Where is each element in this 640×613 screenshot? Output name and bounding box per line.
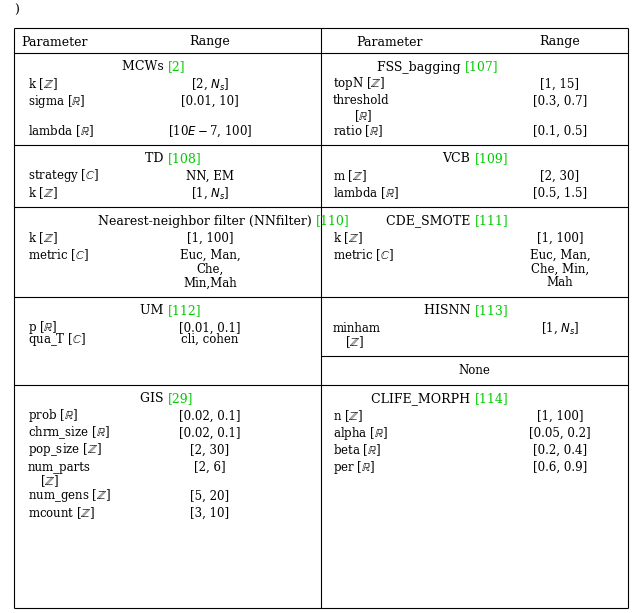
Text: Che,: Che, bbox=[196, 262, 223, 275]
Text: m [$\mathbb{Z}$]: m [$\mathbb{Z}$] bbox=[333, 168, 367, 184]
Text: [0.02, 0.1]: [0.02, 0.1] bbox=[179, 427, 241, 440]
Text: [$\mathbb{Z}$]: [$\mathbb{Z}$] bbox=[346, 334, 365, 350]
Text: [2, 6]: [2, 6] bbox=[194, 460, 226, 473]
Text: lambda [$\mathbb{R}$]: lambda [$\mathbb{R}$] bbox=[28, 123, 94, 139]
Text: MCWs: MCWs bbox=[122, 61, 168, 74]
Text: [1, 100]: [1, 100] bbox=[537, 232, 583, 245]
Text: k [$\mathbb{Z}$]: k [$\mathbb{Z}$] bbox=[28, 76, 58, 92]
Text: NN, EM: NN, EM bbox=[186, 170, 234, 183]
Text: Range: Range bbox=[189, 36, 230, 48]
Text: mcount [$\mathbb{Z}$]: mcount [$\mathbb{Z}$] bbox=[28, 505, 95, 521]
Text: pop_size [$\mathbb{Z}$]: pop_size [$\mathbb{Z}$] bbox=[28, 441, 102, 459]
Text: [29]: [29] bbox=[168, 392, 193, 406]
Text: TD: TD bbox=[145, 153, 168, 166]
Text: UM: UM bbox=[140, 305, 168, 318]
Text: [2, 30]: [2, 30] bbox=[540, 170, 580, 183]
Text: qua_T [$\mathbb{C}$]: qua_T [$\mathbb{C}$] bbox=[28, 331, 86, 348]
Text: strategy [$\mathbb{C}$]: strategy [$\mathbb{C}$] bbox=[28, 167, 99, 185]
Text: FSS_bagging: FSS_bagging bbox=[377, 61, 465, 74]
Text: Euc, Man,: Euc, Man, bbox=[530, 248, 590, 262]
Text: k [$\mathbb{Z}$]: k [$\mathbb{Z}$] bbox=[28, 185, 58, 201]
Text: [0.1, 0.5]: [0.1, 0.5] bbox=[533, 124, 587, 137]
Text: [0.6, 0.9]: [0.6, 0.9] bbox=[533, 460, 587, 473]
Text: [2, $N_s$]: [2, $N_s$] bbox=[191, 76, 229, 92]
Text: [$\mathbb{R}$]: [$\mathbb{R}$] bbox=[354, 108, 372, 124]
Text: [1, $N_s$]: [1, $N_s$] bbox=[541, 320, 579, 336]
Text: topN [$\mathbb{Z}$]: topN [$\mathbb{Z}$] bbox=[333, 75, 385, 93]
Text: [111]: [111] bbox=[474, 215, 508, 227]
Text: Nearest-neighbor filter (NNfilter): Nearest-neighbor filter (NNfilter) bbox=[99, 215, 316, 227]
Text: p [$\mathbb{R}$]: p [$\mathbb{R}$] bbox=[28, 319, 58, 337]
Text: CDE_SMOTE: CDE_SMOTE bbox=[386, 215, 474, 227]
Text: GIS: GIS bbox=[140, 392, 168, 406]
Text: [1, 100]: [1, 100] bbox=[537, 409, 583, 422]
Text: [0.02, 0.1]: [0.02, 0.1] bbox=[179, 409, 241, 422]
Text: prob [$\mathbb{R}$]: prob [$\mathbb{R}$] bbox=[28, 408, 77, 424]
Text: num_gens [$\mathbb{Z}$]: num_gens [$\mathbb{Z}$] bbox=[28, 487, 111, 504]
Text: [114]: [114] bbox=[474, 392, 508, 406]
Text: sigma [$\mathbb{R}$]: sigma [$\mathbb{R}$] bbox=[28, 93, 86, 110]
Text: Euc, Man,: Euc, Man, bbox=[180, 248, 240, 262]
Text: [0.2, 0.4]: [0.2, 0.4] bbox=[533, 443, 587, 457]
Text: [109]: [109] bbox=[474, 153, 508, 166]
Text: k [$\mathbb{Z}$]: k [$\mathbb{Z}$] bbox=[28, 230, 58, 246]
Text: per [$\mathbb{R}$]: per [$\mathbb{R}$] bbox=[333, 459, 375, 476]
Text: [10$E-$7, 100]: [10$E-$7, 100] bbox=[168, 123, 252, 139]
Text: num_parts: num_parts bbox=[28, 460, 91, 473]
Text: [1, 15]: [1, 15] bbox=[541, 77, 579, 91]
Text: [5, 20]: [5, 20] bbox=[191, 490, 230, 503]
Text: [0.3, 0.7]: [0.3, 0.7] bbox=[533, 94, 587, 107]
Text: [112]: [112] bbox=[168, 305, 201, 318]
Text: [1, 100]: [1, 100] bbox=[187, 232, 233, 245]
Text: Parameter: Parameter bbox=[22, 36, 88, 48]
Text: [110]: [110] bbox=[316, 215, 349, 227]
Text: None: None bbox=[459, 364, 490, 376]
Text: [1, $N_s$]: [1, $N_s$] bbox=[191, 185, 229, 200]
Text: [0.05, 0.2]: [0.05, 0.2] bbox=[529, 427, 591, 440]
Text: alpha [$\mathbb{R}$]: alpha [$\mathbb{R}$] bbox=[333, 424, 388, 441]
Text: k [$\mathbb{Z}$]: k [$\mathbb{Z}$] bbox=[333, 230, 363, 246]
Text: [3, 10]: [3, 10] bbox=[191, 506, 230, 519]
Text: n [$\mathbb{Z}$]: n [$\mathbb{Z}$] bbox=[333, 408, 364, 424]
Text: CLIFE_MORPH: CLIFE_MORPH bbox=[371, 392, 474, 406]
Text: minham: minham bbox=[333, 321, 381, 335]
Text: lambda [$\mathbb{R}$]: lambda [$\mathbb{R}$] bbox=[333, 185, 399, 201]
Text: [2]: [2] bbox=[168, 61, 185, 74]
Text: Mah: Mah bbox=[547, 276, 573, 289]
Text: ratio [$\mathbb{R}$]: ratio [$\mathbb{R}$] bbox=[333, 123, 383, 139]
Text: [113]: [113] bbox=[474, 305, 508, 318]
Text: [0.01, 10]: [0.01, 10] bbox=[181, 94, 239, 107]
Text: [2, 30]: [2, 30] bbox=[191, 443, 230, 457]
Text: Parameter: Parameter bbox=[356, 36, 423, 48]
Text: Che, Min,: Che, Min, bbox=[531, 262, 589, 275]
Text: Range: Range bbox=[540, 36, 580, 48]
Text: HISNN: HISNN bbox=[424, 305, 474, 318]
Text: metric [$\mathbb{C}$]: metric [$\mathbb{C}$] bbox=[333, 247, 394, 263]
Text: [0.01, 0.1]: [0.01, 0.1] bbox=[179, 321, 241, 335]
Text: [108]: [108] bbox=[168, 153, 201, 166]
Text: [$\mathbb{Z}$]: [$\mathbb{Z}$] bbox=[40, 473, 60, 489]
Text: metric [$\mathbb{C}$]: metric [$\mathbb{C}$] bbox=[28, 247, 89, 263]
Text: ): ) bbox=[14, 4, 19, 17]
Text: beta [$\mathbb{R}$]: beta [$\mathbb{R}$] bbox=[333, 442, 381, 458]
Text: [107]: [107] bbox=[465, 61, 498, 74]
Text: VCB: VCB bbox=[443, 153, 474, 166]
Text: cli, cohen: cli, cohen bbox=[181, 333, 239, 346]
Text: threshold: threshold bbox=[333, 94, 390, 107]
Text: Min,Mah: Min,Mah bbox=[183, 276, 237, 289]
Text: [0.5, 1.5]: [0.5, 1.5] bbox=[533, 186, 587, 199]
Text: chrm_size [$\mathbb{R}$]: chrm_size [$\mathbb{R}$] bbox=[28, 425, 109, 441]
